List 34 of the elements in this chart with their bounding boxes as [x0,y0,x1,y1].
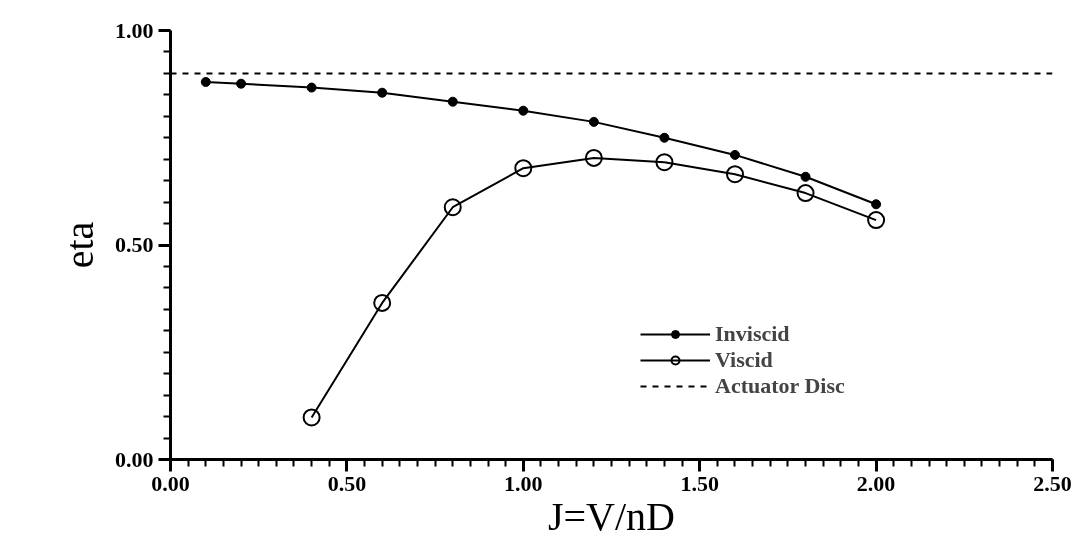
point [800,171,811,182]
point [306,82,317,93]
x-tick-label: 2.00 [856,470,896,496]
point [302,408,321,427]
point [725,165,744,184]
legend-label: Viscid [715,347,773,373]
x-tick-label: 2.50 [1033,470,1072,496]
point [871,199,882,210]
x-tick-label: 0.50 [327,470,367,496]
point [588,116,599,127]
point [659,132,670,143]
point [518,105,529,116]
point [514,159,533,178]
x-tick-label: 1.00 [504,470,543,496]
legend-label: Actuator Disc [715,373,845,399]
point [447,96,458,107]
y-tick-label: 0.50 [115,232,154,257]
point [796,184,815,203]
x-tick-label: 1.50 [680,470,719,496]
x-tick-label: 0.00 [151,470,190,496]
point [443,198,462,217]
point [867,211,886,230]
y-axis-title: eta [57,221,102,269]
point [655,153,674,172]
legend-label: Inviscid [715,321,790,347]
point [584,148,603,167]
x-axis-title: J=V/nD [547,493,676,539]
point [236,78,247,89]
y-tick-label: 0.00 [115,446,154,472]
point [377,87,388,98]
point [729,149,740,160]
point [200,76,211,87]
y-tick-label: 1.00 [115,17,154,43]
point [373,293,392,312]
